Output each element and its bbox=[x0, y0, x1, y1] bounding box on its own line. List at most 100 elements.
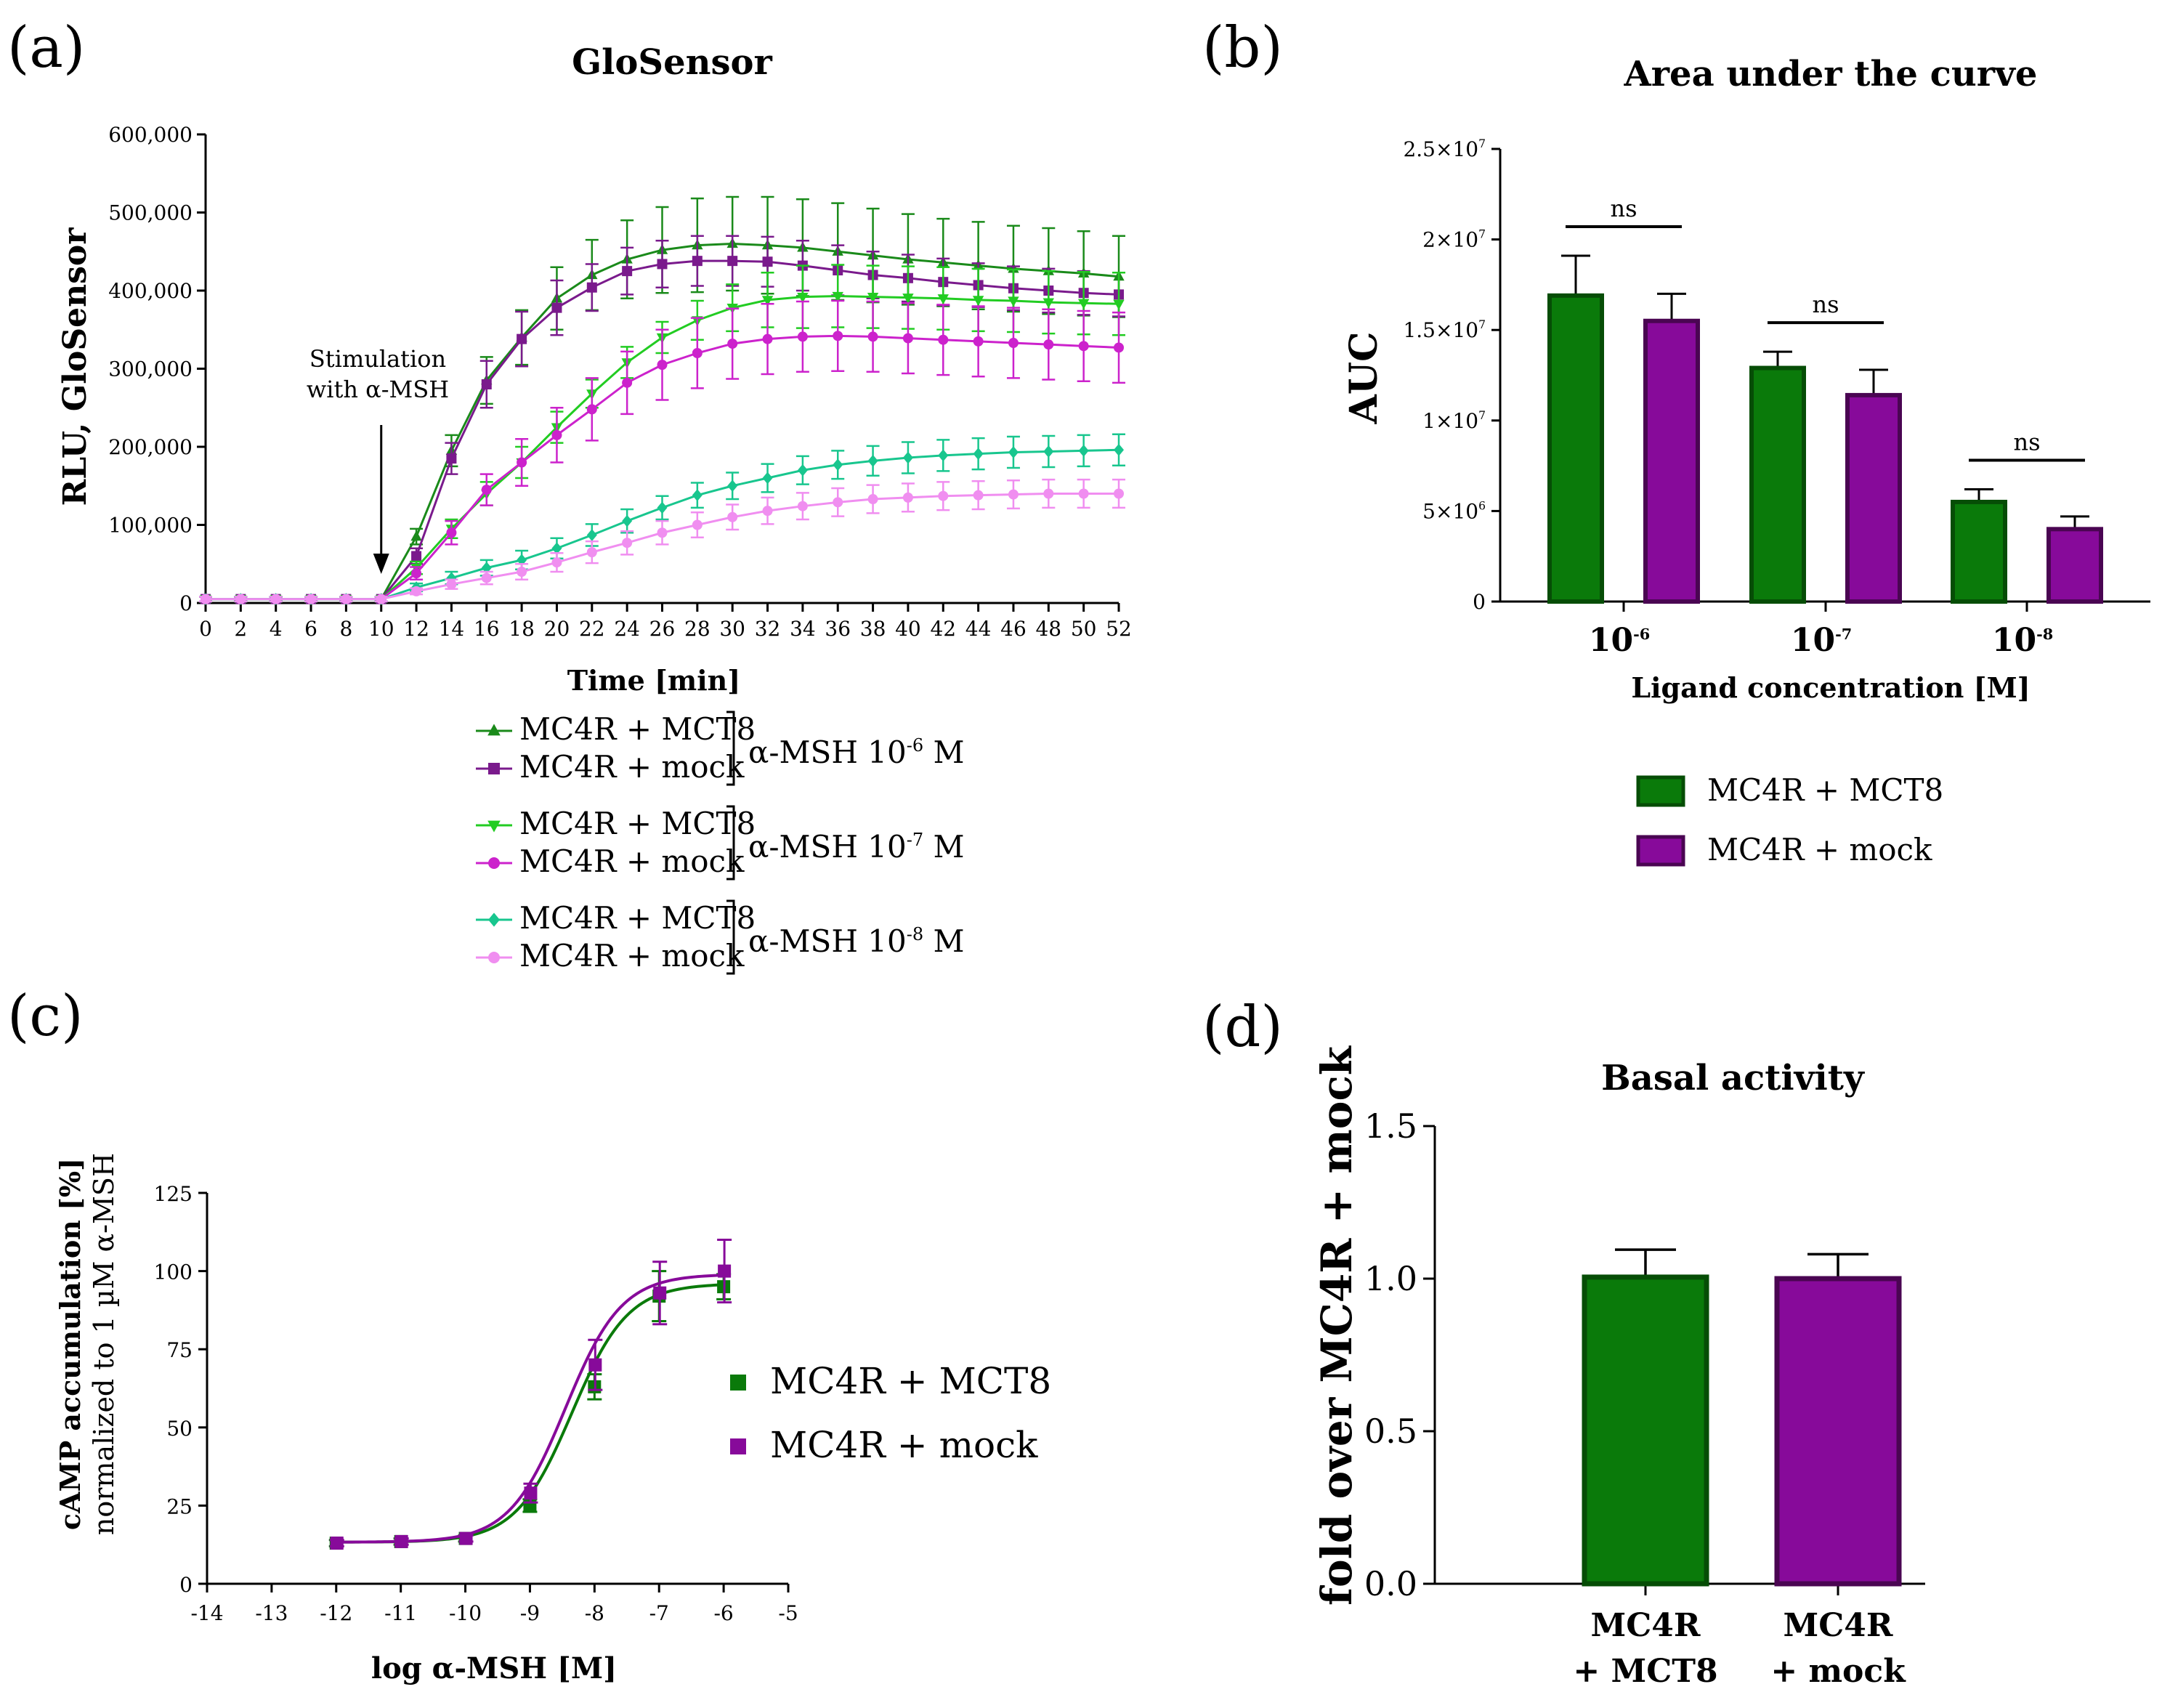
panel-b-category-label: 10-7 bbox=[1791, 622, 1852, 659]
panel-c-point bbox=[588, 1358, 602, 1372]
panel-a-xtick-label: 16 bbox=[474, 617, 500, 641]
panel-a-point bbox=[938, 334, 949, 345]
panel-a-xtick-label: 20 bbox=[544, 617, 570, 641]
panel-c-ytick-label: 75 bbox=[166, 1338, 193, 1362]
panel-a-point bbox=[481, 379, 492, 389]
panel-d-category-line1: MC4R bbox=[1784, 1607, 1893, 1644]
panel-a-xtick-label: 6 bbox=[304, 617, 317, 641]
legend-a-label: MC4R + mock bbox=[519, 843, 745, 879]
panel-a-xtick-label: 48 bbox=[1035, 617, 1061, 641]
panel-b-ytick-label: 0 bbox=[1473, 590, 1486, 614]
legend-a-swatch-marker bbox=[487, 724, 501, 736]
panel-a-xtick-label: 10 bbox=[368, 617, 394, 641]
legend-a-label: MC4R + MCT8 bbox=[519, 806, 756, 841]
panel-d-ytick-label: 1.5 bbox=[1364, 1106, 1417, 1146]
legend-a-bracket bbox=[726, 899, 735, 975]
panel-a-point bbox=[867, 454, 878, 467]
panel-d-title: Basal activity bbox=[1601, 1058, 1866, 1098]
panel-a-point bbox=[761, 296, 774, 307]
panel-c-ytick-label: 50 bbox=[166, 1417, 193, 1441]
panel-a-point bbox=[692, 256, 703, 267]
panel-b-ytick-label-exp: 6 bbox=[1478, 499, 1486, 512]
panel-a-ylabel: RLU, GloSensor bbox=[57, 227, 94, 506]
panel-d-ytick-label: 0.5 bbox=[1364, 1412, 1417, 1451]
panel-b-category-label: 10-6 bbox=[1589, 622, 1650, 659]
panel-b-category-label-base: 10 bbox=[1992, 622, 2036, 659]
panel-b-ytick-label: 1×107 bbox=[1422, 409, 1486, 433]
panel-b-ytick-label-exp: 7 bbox=[1478, 409, 1486, 422]
panel-a-xtick-label: 12 bbox=[403, 617, 429, 641]
panel-b-ytick-label-base: 1.5×10 bbox=[1403, 318, 1478, 342]
panel-b-ytick-label: 1.5×107 bbox=[1403, 318, 1486, 342]
panel-b-ytick-label-base: 2×10 bbox=[1422, 228, 1478, 252]
legend-c-label-mock: MC4R + mock bbox=[770, 1424, 1038, 1466]
panel-a-xtick-label: 40 bbox=[895, 617, 921, 641]
panel-a-point bbox=[411, 551, 422, 562]
legend-b-swatch-purple bbox=[1636, 835, 1685, 867]
panel-b-significance-label: ns bbox=[2013, 428, 2040, 456]
panel-c-xtick-label: -9 bbox=[520, 1601, 540, 1625]
panel-a-series bbox=[199, 478, 1125, 604]
panel-letter-a: (a) bbox=[7, 15, 85, 81]
legend-a-bracket bbox=[726, 711, 735, 786]
panel-a-point bbox=[201, 594, 211, 604]
panel-a-point bbox=[411, 568, 422, 579]
panel-c-legend: MC4R + MCT8 MC4R + mock bbox=[730, 1360, 1051, 1466]
panel-b-ytick-label-exp: 7 bbox=[1478, 228, 1486, 241]
panel-d-bar bbox=[1582, 1274, 1709, 1587]
panel-c-ylabel-line1: cAMP accumulation [%] bbox=[54, 1158, 86, 1530]
panel-b-legend: MC4R + MCT8 MC4R + mock bbox=[1636, 772, 1943, 867]
panel-a-point bbox=[410, 530, 422, 541]
panel-b-ytick-label-base: 1×10 bbox=[1422, 409, 1478, 433]
panel-a-xtick-label: 0 bbox=[199, 617, 212, 641]
panel-c-ytick-label: 0 bbox=[179, 1573, 193, 1597]
legend-a-swatch-marker bbox=[487, 820, 501, 833]
legend-a-group-base: α-MSH 10 bbox=[748, 829, 907, 865]
panel-a-ytick-label: 400,000 bbox=[108, 279, 193, 303]
legend-c-swatch-mock bbox=[730, 1438, 746, 1454]
panel-a-point bbox=[586, 282, 597, 293]
legend-a-group-label: α-MSH 10-6 M bbox=[748, 734, 965, 770]
panel-a-xtick-label: 8 bbox=[339, 617, 352, 641]
panel-a-series bbox=[199, 433, 1125, 606]
panel-a-xtick-label: 24 bbox=[614, 617, 640, 641]
panel-d-category-line1: MC4R bbox=[1591, 1607, 1701, 1644]
panel-a-point bbox=[938, 449, 949, 462]
panel-a-xtick-label: 44 bbox=[965, 617, 992, 641]
panel-a-point bbox=[517, 567, 527, 577]
panel-a-xtick-label: 34 bbox=[790, 617, 816, 641]
panel-c-xtick-label: -13 bbox=[255, 1601, 288, 1625]
legend-a-group-exp: -6 bbox=[907, 735, 923, 756]
legend-a-swatch-marker bbox=[488, 763, 500, 774]
panel-a-series-line bbox=[206, 259, 1120, 601]
panel-a-point bbox=[762, 333, 773, 344]
panel-c-ytick-label: 125 bbox=[154, 1182, 193, 1206]
legend-b-label-mct8: MC4R + MCT8 bbox=[1707, 772, 1943, 808]
panel-a-point bbox=[1114, 488, 1124, 499]
legend-c-swatch-mct8 bbox=[730, 1375, 746, 1391]
panel-a-point bbox=[551, 429, 562, 440]
legend-a-label: MC4R + mock bbox=[519, 749, 745, 785]
panel-a-point bbox=[1008, 296, 1019, 307]
panel-a-point bbox=[972, 296, 984, 307]
panel-b-ytick-label-base: 5×10 bbox=[1422, 499, 1478, 523]
panel-a-point bbox=[411, 586, 422, 596]
panel-b-ytick-label-base: 0 bbox=[1473, 590, 1486, 614]
panel-b-ylabel: AUC bbox=[1342, 331, 1386, 424]
legend-a-group-exp: -7 bbox=[907, 830, 923, 850]
panel-a-glosensor: GloSensor RLU, GloSensor Time [min] Stim… bbox=[57, 42, 1132, 975]
panel-a-point bbox=[973, 448, 984, 461]
panel-c-xtick-label: -14 bbox=[190, 1601, 223, 1625]
panel-d-ylabel: fold over MC4R + mock bbox=[1312, 1045, 1361, 1606]
panel-b-category-label: 10-8 bbox=[1992, 622, 2053, 659]
legend-b-label-mock: MC4R + mock bbox=[1707, 832, 1932, 867]
panel-a-point bbox=[797, 464, 808, 477]
legend-a-group-base: α-MSH 10 bbox=[748, 923, 907, 959]
panel-a-xtick-label: 22 bbox=[579, 617, 605, 641]
panel-a-point bbox=[973, 336, 984, 347]
panel-c-xtick-label: -12 bbox=[320, 1601, 352, 1625]
stimulation-arrow-head bbox=[373, 554, 389, 574]
panel-c-xlabel: log α-MSH [M] bbox=[371, 1651, 617, 1685]
